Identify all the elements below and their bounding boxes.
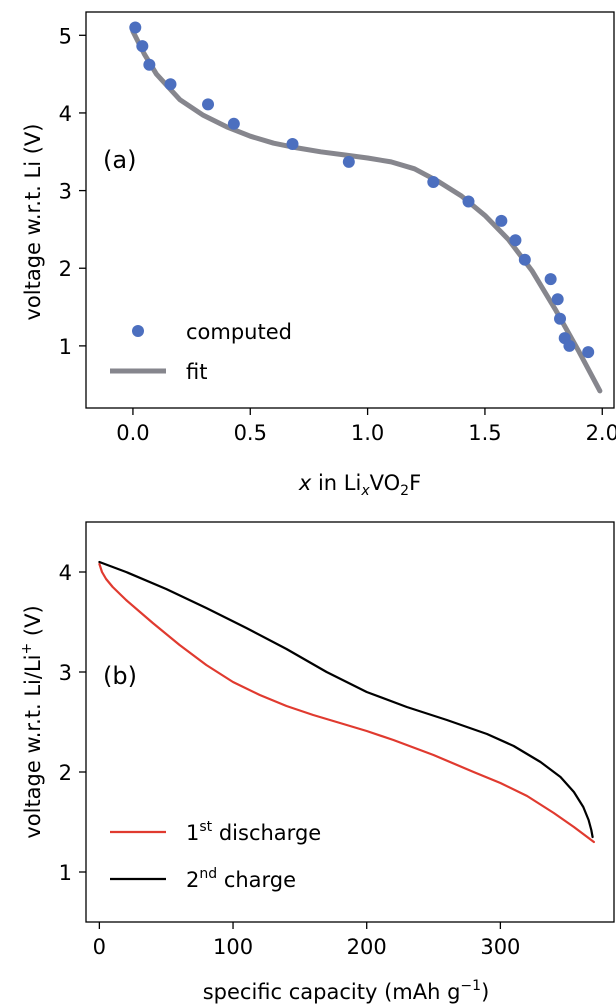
- panel-b-x-ticks: 0 100 200 300: [93, 922, 520, 959]
- data-point-computed: [563, 339, 576, 352]
- data-point-computed: [129, 21, 142, 34]
- panel-a-label: (a): [103, 146, 136, 174]
- series-line-1st-discharge: [98, 562, 595, 844]
- data-point-computed: [518, 253, 531, 266]
- data-point-computed: [136, 40, 149, 53]
- panel-b-label: (b): [103, 662, 137, 690]
- panel-a-x-label-sub1: x: [360, 483, 370, 499]
- legend-1st-num: 1: [186, 821, 199, 845]
- data-point-computed: [427, 176, 440, 189]
- panel-b-y-label-pre: voltage w.r.t. Li/Li: [21, 655, 45, 839]
- data-point-computed: [509, 234, 522, 247]
- panel-a-x-label-mid: VO: [370, 471, 401, 495]
- panel-a-x-label-variable: x: [298, 471, 312, 495]
- series-line-2nd-charge: [98, 560, 594, 839]
- legend-2nd-sup: nd: [199, 866, 217, 882]
- panel-a-x-ticks: 0.0 0.5 1.0 1.5 2.0: [116, 408, 616, 445]
- data-point-computed: [554, 312, 567, 325]
- panel-b-x-label-pre: specific capacity (mAh g: [203, 980, 461, 1004]
- legend-label-computed: computed: [186, 320, 292, 344]
- y-tick-label: 3: [59, 661, 72, 685]
- panel-b-y-label-sup: +: [19, 643, 35, 655]
- panel-b-legend: 1st discharge 2nd charge: [110, 819, 321, 892]
- legend-label-1st-discharge: 1st discharge: [186, 819, 321, 845]
- x-tick-label: 1.0: [351, 421, 384, 445]
- panel-a-x-axis-label: x in LixVO2F: [298, 471, 421, 499]
- panel-a-x-label-pre: in Li: [311, 471, 361, 495]
- data-point-computed: [143, 58, 156, 71]
- legend-2nd-num: 2: [186, 868, 199, 892]
- x-tick-label: 0.0: [116, 421, 149, 445]
- data-point-computed: [202, 98, 215, 111]
- legend-1st-sup: st: [199, 819, 212, 835]
- x-tick-label: 300: [480, 935, 520, 959]
- panel-a-chart: 0.0 0.5 1.0 1.5 2.0 1 2 3 4 5 (a) voltage w.r.t.…: [21, 11, 616, 499]
- panel-a-legend: computed fit: [110, 320, 292, 384]
- panel-b-plot-area: [98, 560, 595, 844]
- panel-a-plot-area: [129, 21, 603, 394]
- x-tick-label: 100: [213, 935, 253, 959]
- data-point-computed: [286, 138, 299, 150]
- data-point-computed: [495, 214, 508, 227]
- panel-b-x-label-post: ): [481, 980, 489, 1004]
- panel-a-y-ticks: 1 2 3 4 5: [59, 24, 86, 359]
- y-tick-label: 4: [59, 102, 72, 126]
- data-point-computed: [544, 273, 557, 286]
- y-tick-label: 4: [59, 561, 72, 585]
- y-tick-label: 1: [59, 335, 72, 359]
- data-point-computed: [582, 346, 595, 359]
- panel-b-x-axis-label: specific capacity (mAh g−1): [203, 978, 490, 1004]
- legend-marker-computed: [132, 325, 144, 337]
- panel-b-chart: 0 100 200 300 1 2 3 4 (b) voltage w.r.t. Li/Li…: [19, 521, 615, 1004]
- y-tick-label: 3: [59, 180, 72, 204]
- panel-a-frame: [85, 11, 615, 409]
- data-point-computed: [342, 155, 355, 168]
- legend-label-fit: fit: [186, 360, 207, 384]
- legend-label-2nd-charge: 2nd charge: [186, 866, 296, 892]
- data-point-computed: [462, 195, 475, 208]
- x-tick-label: 200: [347, 935, 387, 959]
- y-tick-label: 2: [59, 761, 72, 785]
- panel-b-frame: [85, 521, 615, 923]
- panel-b-y-label-post: (V): [21, 605, 45, 642]
- x-tick-label: 1.5: [468, 421, 501, 445]
- panel-a-y-axis-label: voltage w.r.t. Li (V): [21, 124, 45, 321]
- series-line-fit: [130, 28, 603, 394]
- legend-2nd-text: charge: [217, 868, 296, 892]
- y-tick-label: 1: [59, 861, 72, 885]
- legend-1st-text: discharge: [212, 821, 321, 845]
- y-tick-label: 2: [59, 257, 72, 281]
- panel-b-y-axis-label: voltage w.r.t. Li/Li+ (V): [19, 605, 45, 838]
- x-tick-label: 0: [93, 935, 106, 959]
- data-point-computed: [551, 293, 564, 306]
- data-point-computed: [227, 117, 240, 130]
- x-tick-label: 2.0: [586, 421, 616, 445]
- y-tick-label: 5: [59, 24, 72, 48]
- panel-b-y-ticks: 1 2 3 4: [59, 561, 86, 885]
- panel-a-x-label-sub2: 2: [400, 483, 409, 499]
- x-tick-label: 0.5: [234, 421, 267, 445]
- data-point-computed: [164, 78, 177, 91]
- panel-b-x-label-sup: −1: [460, 978, 481, 994]
- panel-a-x-label-post: F: [409, 471, 421, 495]
